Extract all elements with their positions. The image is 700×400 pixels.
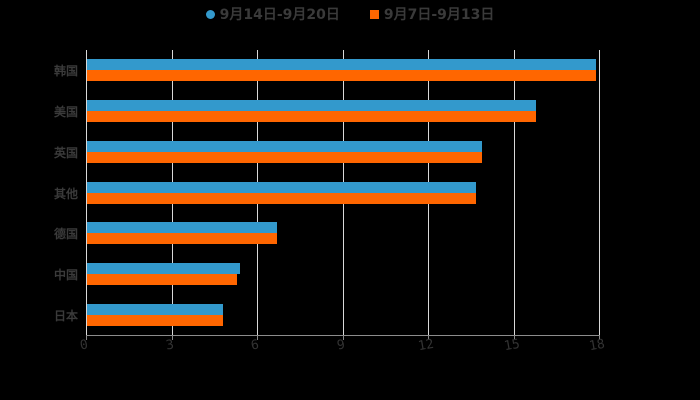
bar-week2[interactable] xyxy=(86,222,277,234)
bar-week2[interactable] xyxy=(86,140,483,152)
chart-legend: 9月14日-9月20日 9月7日-9月13日 xyxy=(0,4,700,24)
x-tick xyxy=(86,335,87,340)
bar-week2[interactable] xyxy=(86,59,597,71)
bar-week1[interactable] xyxy=(86,314,223,326)
y-axis-line xyxy=(86,50,87,335)
x-tick-label: 9 xyxy=(335,337,346,354)
x-tick xyxy=(257,335,258,340)
gridline xyxy=(513,50,515,335)
x-tick-label: 12 xyxy=(416,336,436,355)
x-tick xyxy=(171,335,173,340)
bar-week1[interactable] xyxy=(86,111,537,123)
category-label: 韩国 xyxy=(53,64,78,79)
bar-week2[interactable] xyxy=(86,100,537,112)
x-tick xyxy=(428,335,429,340)
category-label: 中国 xyxy=(53,267,78,282)
x-tick-label: 0 xyxy=(78,337,90,354)
bar-week2[interactable] xyxy=(86,303,223,315)
bar-week1[interactable] xyxy=(86,192,477,204)
legend-label: 9月14日-9月20日 xyxy=(219,7,340,23)
x-tick-label: 18 xyxy=(587,336,607,355)
x-tick-label: 6 xyxy=(249,337,261,354)
category-label: 英国 xyxy=(53,145,78,160)
bar-week1[interactable] xyxy=(86,70,597,82)
x-tick xyxy=(342,335,344,340)
x-tick-label: 3 xyxy=(164,337,175,354)
bar-week2[interactable] xyxy=(86,262,240,274)
x-tick xyxy=(599,335,600,340)
category-label: 其他 xyxy=(53,186,78,201)
category-label: 日本 xyxy=(53,308,78,323)
legend-circle-icon xyxy=(205,9,215,19)
category-label: 德国 xyxy=(53,227,78,242)
x-tick-label: 15 xyxy=(502,336,521,355)
legend-square-icon xyxy=(369,9,379,19)
x-axis-line xyxy=(86,335,600,336)
bar-week2[interactable] xyxy=(86,181,477,193)
bar-week1[interactable] xyxy=(86,273,238,285)
legend-item-week2[interactable]: 9月14日-9月20日 xyxy=(205,4,340,24)
gridline xyxy=(599,50,600,335)
category-label: 美国 xyxy=(53,105,78,120)
bar-week1[interactable] xyxy=(86,151,483,163)
legend-label: 9月7日-9月13日 xyxy=(383,7,495,23)
x-tick xyxy=(513,335,515,340)
legend-item-week1[interactable]: 9月7日-9月13日 xyxy=(369,4,495,24)
bar-week1[interactable] xyxy=(86,233,277,245)
